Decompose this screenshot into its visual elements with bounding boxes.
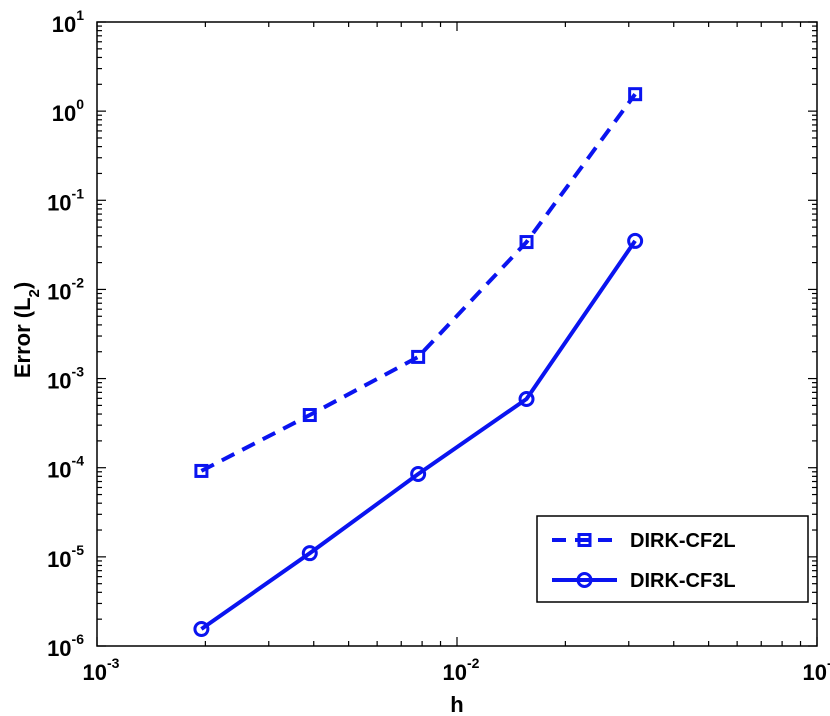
y-axis-label-main: Error (L <box>10 297 35 378</box>
y-tick-exponent: -3 <box>72 364 85 380</box>
data-point <box>193 621 210 638</box>
y-tick-label: 10-5 <box>47 542 84 572</box>
x-tick-label: 10-2 <box>443 655 480 685</box>
y-axis-label: Error (L2) <box>10 282 43 378</box>
y-tick-label: 100 <box>52 96 84 126</box>
x-tick-exponent: -3 <box>107 655 120 671</box>
legend-label: DIRK-CF2L <box>630 530 736 552</box>
series-line <box>200 93 637 473</box>
y-tick-exponent: -1 <box>72 185 85 201</box>
x-tick-label: 10-3 <box>83 655 120 685</box>
y-tick-base: 10 <box>47 369 71 394</box>
data-point <box>627 232 644 249</box>
x-tick-base: 10 <box>83 660 107 685</box>
y-tick-exponent: 1 <box>76 7 84 23</box>
y-tick-label: 101 <box>52 7 84 37</box>
x-tick-exponent: -1 <box>827 655 830 671</box>
y-tick-label: 10-2 <box>47 274 84 304</box>
x-axis-label: h <box>450 692 463 716</box>
legend-marker <box>576 572 593 588</box>
series-dirk-cf3l <box>193 232 644 638</box>
y-tick-exponent: 0 <box>76 96 84 112</box>
axis-labels: h Error (L2) <box>10 282 464 716</box>
y-tick-exponent: -2 <box>72 274 85 290</box>
y-tick-label: 10-6 <box>47 631 84 661</box>
axes: 10-310-210-110-610-510-410-310-210-11001… <box>47 7 830 685</box>
legend-box <box>536 515 809 603</box>
y-tick-base: 10 <box>47 279 71 304</box>
y-tick-exponent: -4 <box>72 453 85 469</box>
y-tick-base: 10 <box>47 636 71 661</box>
y-tick-base: 10 <box>52 12 76 37</box>
y-tick-base: 10 <box>47 458 71 483</box>
data-point <box>301 545 318 562</box>
x-tick-base: 10 <box>803 660 827 685</box>
x-tick-exponent: -2 <box>467 655 480 671</box>
series-dirk-cf2l <box>194 87 643 478</box>
x-tick-base: 10 <box>443 660 467 685</box>
data-point <box>194 463 209 478</box>
data-point <box>411 349 426 364</box>
y-tick-label: 10-4 <box>47 453 84 483</box>
y-tick-base: 10 <box>47 190 71 215</box>
y-tick-exponent: -6 <box>72 631 85 647</box>
data-point <box>628 87 643 102</box>
y-tick-exponent: -5 <box>72 542 85 558</box>
y-tick-label: 10-3 <box>47 364 84 394</box>
legend-marker <box>577 533 592 547</box>
y-axis-label-suffix: ) <box>10 282 35 289</box>
y-tick-base: 10 <box>52 101 76 126</box>
legend: DIRK-CF2L DIRK-CF3L <box>536 515 809 603</box>
data-point <box>302 408 317 423</box>
data-point <box>518 390 535 407</box>
data-point <box>410 466 427 483</box>
data-point <box>519 235 534 250</box>
series-layer <box>193 87 644 638</box>
series-line <box>200 239 637 631</box>
y-tick-label: 10-1 <box>47 185 84 215</box>
y-axis-label-sub: 2 <box>26 289 43 297</box>
x-tick-label: 10-1 <box>803 655 830 685</box>
legend-label: DIRK-CF3L <box>630 570 736 592</box>
y-tick-base: 10 <box>47 547 71 572</box>
